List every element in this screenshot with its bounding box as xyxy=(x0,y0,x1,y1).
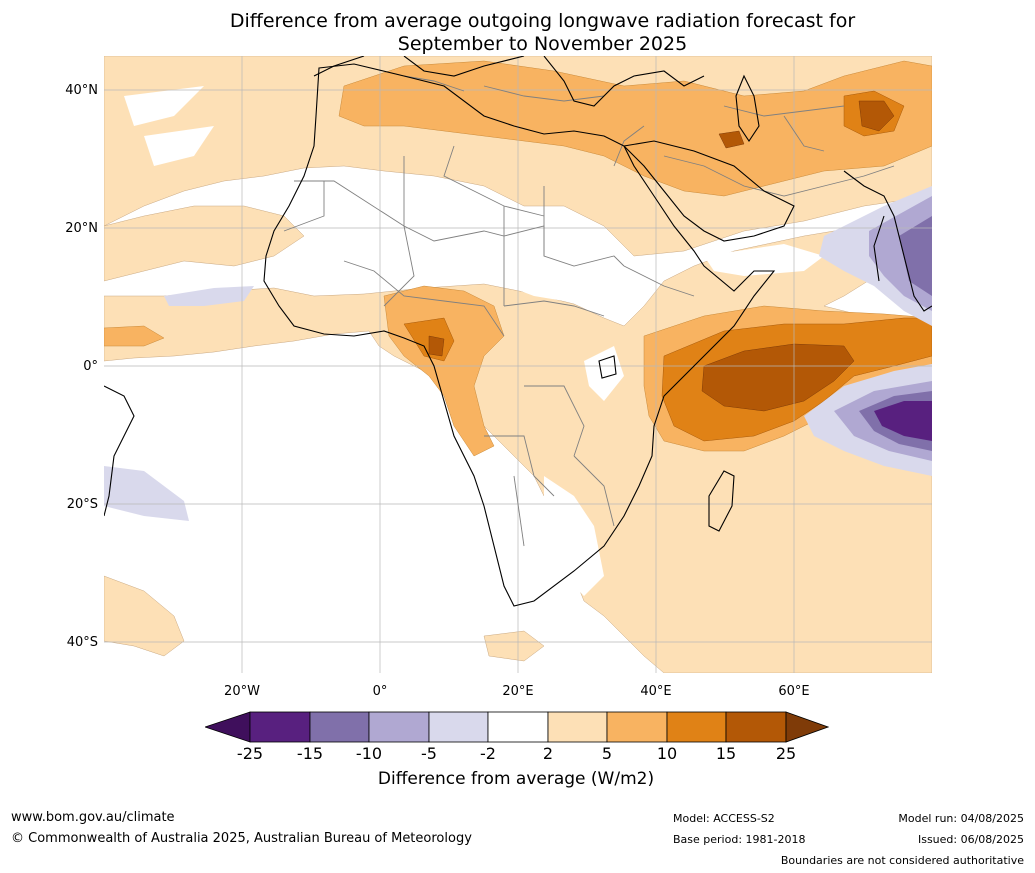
colorbar-tick: -25 xyxy=(236,744,264,763)
colorbar-tick: 5 xyxy=(601,744,613,763)
colorbar-tick: -10 xyxy=(355,744,383,763)
colorbar-label: Difference from average (W/m2) xyxy=(377,769,655,789)
colorbar-segment xyxy=(309,711,370,743)
colorbar-tick: 10 xyxy=(656,744,678,763)
colorbar-segment xyxy=(428,711,489,743)
lat-label-20n: 20°N xyxy=(65,221,98,236)
colorbar-tick: 2 xyxy=(542,744,554,763)
anomaly-15-25-regions xyxy=(428,100,895,412)
lat-label-40s: 40°S xyxy=(66,635,98,650)
colorbar xyxy=(205,711,829,743)
coastlines xyxy=(104,56,932,607)
lon-label-40e: 40°E xyxy=(640,684,672,699)
boundaries-disclaimer: Boundaries are not considered authoritat… xyxy=(780,854,1024,867)
colorbar-tick: -15 xyxy=(296,744,324,763)
anomaly-negative-regions xyxy=(104,186,932,521)
lat-label-20s: 20°S xyxy=(66,497,98,512)
lat-label-40n: 40°N xyxy=(65,83,98,98)
lon-label-60e: 60°E xyxy=(778,684,810,699)
graticule xyxy=(104,56,932,673)
country-borders xyxy=(283,75,895,547)
issued-date: Issued: 06/08/2025 xyxy=(917,833,1024,846)
colorbar-segment xyxy=(368,711,430,743)
title-line-1: Difference from average outgoing longwav… xyxy=(229,10,856,32)
forecast-map xyxy=(104,56,932,673)
model-name: Model: ACCESS-S2 xyxy=(673,812,775,825)
lon-label-20w: 20°W xyxy=(224,684,260,699)
copyright-text: © Commonwealth of Australia 2025, Austra… xyxy=(11,831,472,846)
colorbar-tick: -5 xyxy=(421,744,437,763)
lon-label-20e: 20°E xyxy=(502,684,534,699)
colorbar-segment xyxy=(547,711,608,743)
lat-label-0: 0° xyxy=(83,359,98,374)
title-line-2: September to November 2025 xyxy=(397,33,688,55)
website-link[interactable]: www.bom.gov.au/climate xyxy=(11,810,175,825)
colorbar-segment xyxy=(249,711,311,743)
colorbar-max-arrow xyxy=(785,711,829,743)
colorbar-segment xyxy=(725,711,787,743)
colorbar-segment xyxy=(487,711,549,743)
colorbar-tick: 15 xyxy=(715,744,737,763)
map-title: Difference from average outgoing longwav… xyxy=(0,10,1035,56)
colorbar-tick: 25 xyxy=(775,744,797,763)
colorbar-tick: -2 xyxy=(480,744,496,763)
model-run-date: Model run: 04/08/2025 xyxy=(898,812,1024,825)
lon-label-0: 0° xyxy=(372,684,388,699)
map-svg xyxy=(104,56,932,673)
base-period: Base period: 1981-2018 xyxy=(673,833,806,846)
colorbar-min-arrow xyxy=(205,711,251,743)
colorbar-segment xyxy=(606,711,668,743)
colorbar-segment xyxy=(666,711,727,743)
